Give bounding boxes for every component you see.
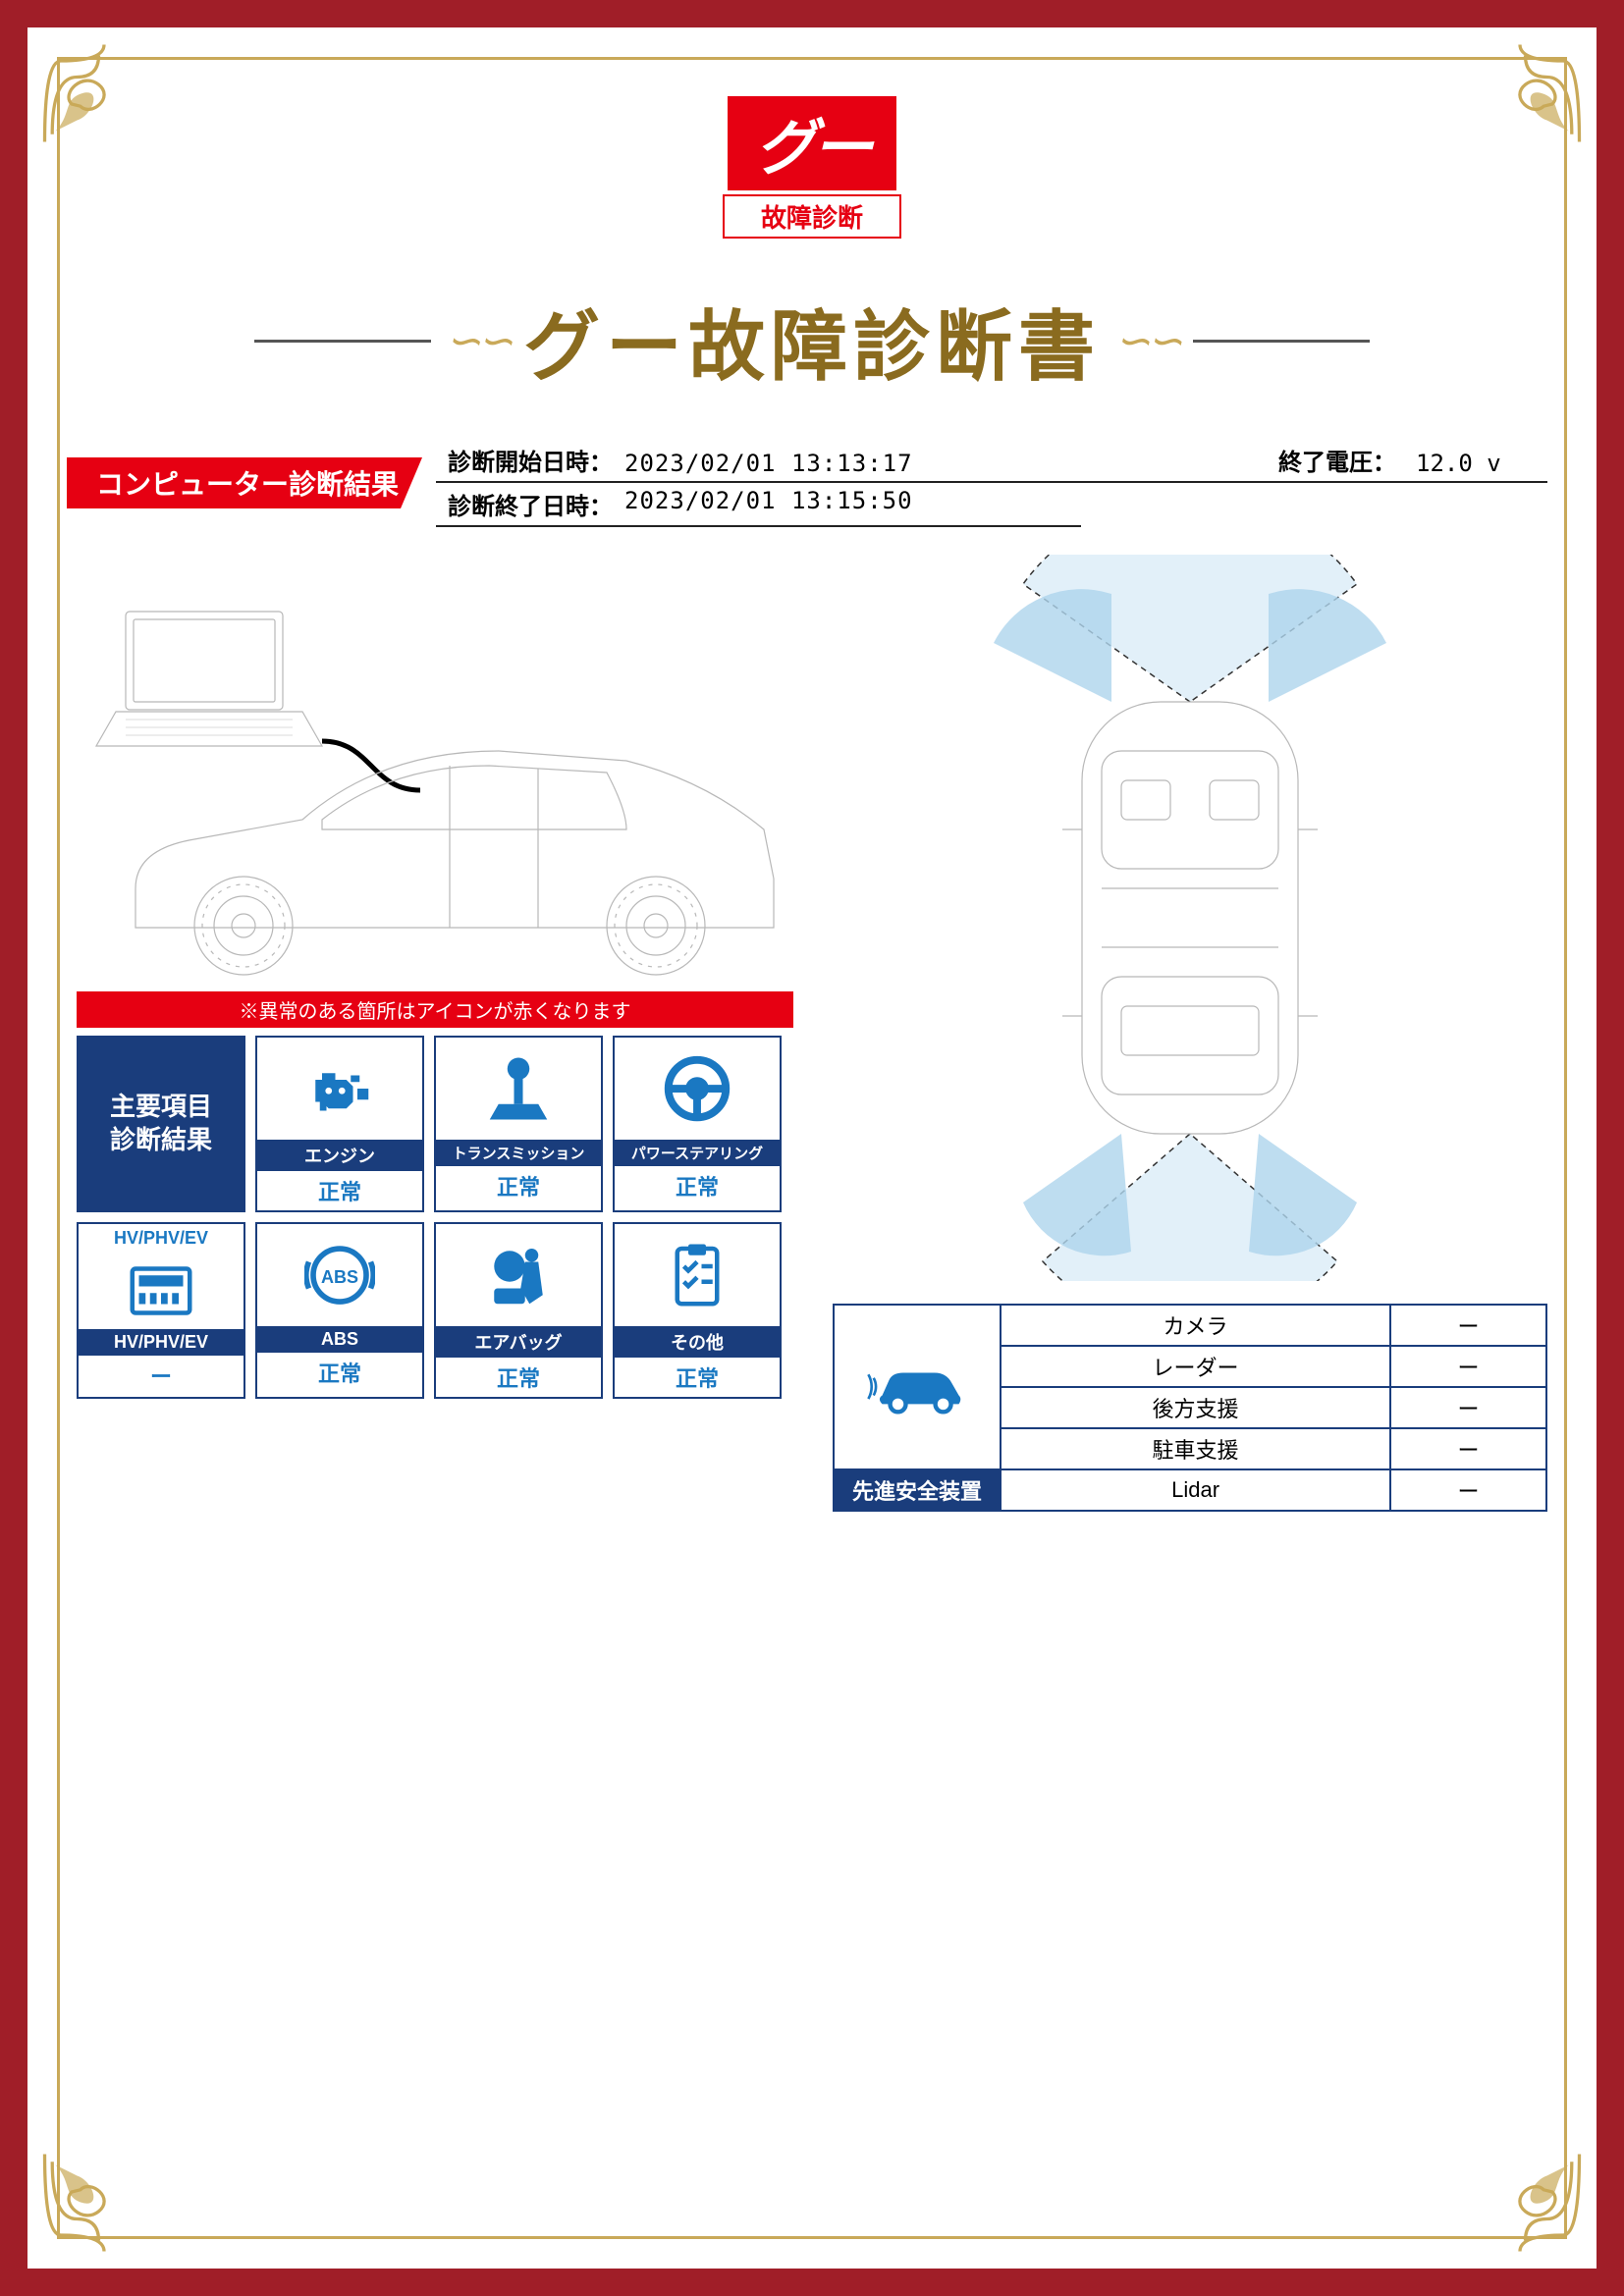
airbag-icon [436,1224,601,1326]
section-band: コンピューター診断結果 診断開始日時： 2023/02/01 13:13:17 … [67,439,1547,527]
card-engine: エンジン 正常 [255,1036,424,1212]
meta-table: 診断開始日時： 2023/02/01 13:13:17 終了電圧： 12.0 v… [436,439,1547,527]
transmission-icon [436,1038,601,1140]
voltage-label: 終了電圧： [1278,443,1416,477]
safety-row-value: ー [1390,1428,1546,1469]
card-other-label: その他 [615,1326,780,1358]
safety-row-label: カメラ [1001,1305,1390,1346]
brand-logo: グー [728,96,896,190]
corner-ornament-bl [39,2149,147,2257]
card-transmission-label: トランスミッション [436,1140,601,1166]
card-steering-label: パワーステアリング [615,1140,780,1166]
diagrams-row: ※異常のある箇所はアイコンが赤くなります 主要項目 診断結果 [77,555,1547,1512]
start-time-label: 診断開始日時： [448,443,624,477]
safety-row-label: Lidar [1001,1469,1390,1511]
left-column: ※異常のある箇所はアイコンが赤くなります 主要項目 診断結果 [77,555,793,1512]
alert-banner: ※異常のある箇所はアイコンが赤くなります [77,991,793,1028]
card-other: その他 正常 [613,1222,782,1399]
car-side-diagnostic-illustration [77,555,793,977]
logo-block: グー 故障診断 [77,96,1547,239]
flourish-left-icon: ∽∽ [445,316,510,366]
card-abs-status: 正常 [257,1353,422,1392]
safety-header: 先進安全装置 [834,1469,1001,1511]
safety-row-value: ー [1390,1469,1546,1511]
title-rule-left [254,340,431,343]
title-rule-right [1193,340,1370,343]
card-transmission-status: 正常 [436,1166,601,1205]
certificate-frame: グー 故障診断 ∽∽ グー故障診断書 ∽∽ コンピューター診断結果 診断開始日時… [0,0,1624,2296]
safety-row-label: 後方支援 [1001,1387,1390,1428]
card-abs: ABS ABS 正常 [255,1222,424,1399]
card-abs-label: ABS [257,1326,422,1353]
card-engine-status: 正常 [257,1171,422,1210]
ecu-icon [79,1253,244,1329]
engine-icon [257,1038,422,1140]
safety-row-label: 駐車支援 [1001,1428,1390,1469]
start-time-value: 2023/02/01 13:13:17 [624,450,1278,477]
card-airbag: エアバッグ 正常 [434,1222,603,1399]
steering-wheel-icon [615,1038,780,1140]
voltage-value: 12.0 v [1416,450,1543,477]
brand-sublabel: 故障診断 [723,194,901,239]
safety-car-sensor-icon [834,1305,1001,1469]
safety-row-label: レーダー [1001,1346,1390,1387]
card-steering: パワーステアリング 正常 [613,1036,782,1212]
document-title: グー故障診断書 [523,286,1101,396]
card-hvphvev: HV/PHV/EV HV/PHV/EV ー [77,1222,245,1399]
card-other-status: 正常 [615,1358,780,1397]
clipboard-check-icon [615,1224,780,1326]
card-hvphvev-status: ー [79,1356,244,1395]
end-time-value: 2023/02/01 13:15:50 [624,487,1077,521]
car-top-sensor-illustration [833,555,1547,1281]
card-hvphvev-top: HV/PHV/EV [79,1224,244,1253]
card-hvphvev-label: HV/PHV/EV [79,1329,244,1356]
safety-row-value: ー [1390,1387,1546,1428]
end-time-label: 診断終了日時： [448,487,624,521]
card-steering-status: 正常 [615,1166,780,1205]
grid-header-cell: 主要項目 診断結果 [77,1036,245,1212]
card-transmission: トランスミッション 正常 [434,1036,603,1212]
card-airbag-label: エアバッグ [436,1326,601,1358]
right-column: カメラ ー レーダー ー 後方支援 ー 駐車支援 ー 先進安全装置 Lida [833,555,1547,1512]
flourish-right-icon: ∽∽ [1114,316,1179,366]
card-airbag-status: 正常 [436,1358,601,1397]
svg-text:ABS: ABS [321,1267,358,1287]
abs-icon: ABS [257,1224,422,1326]
safety-row-value: ー [1390,1346,1546,1387]
section-ribbon: コンピューター診断結果 [67,457,422,508]
result-grid: 主要項目 診断結果 エンジン 正常 [77,1036,793,1399]
card-engine-label: エンジン [257,1140,422,1171]
corner-ornament-br [1477,2149,1585,2257]
grid-header-line1: 主要項目 [110,1091,212,1124]
grid-header-line2: 診断結果 [110,1124,212,1157]
title-row: ∽∽ グー故障診断書 ∽∽ [77,286,1547,396]
safety-table: カメラ ー レーダー ー 後方支援 ー 駐車支援 ー 先進安全装置 Lida [833,1304,1547,1512]
safety-row-value: ー [1390,1305,1546,1346]
